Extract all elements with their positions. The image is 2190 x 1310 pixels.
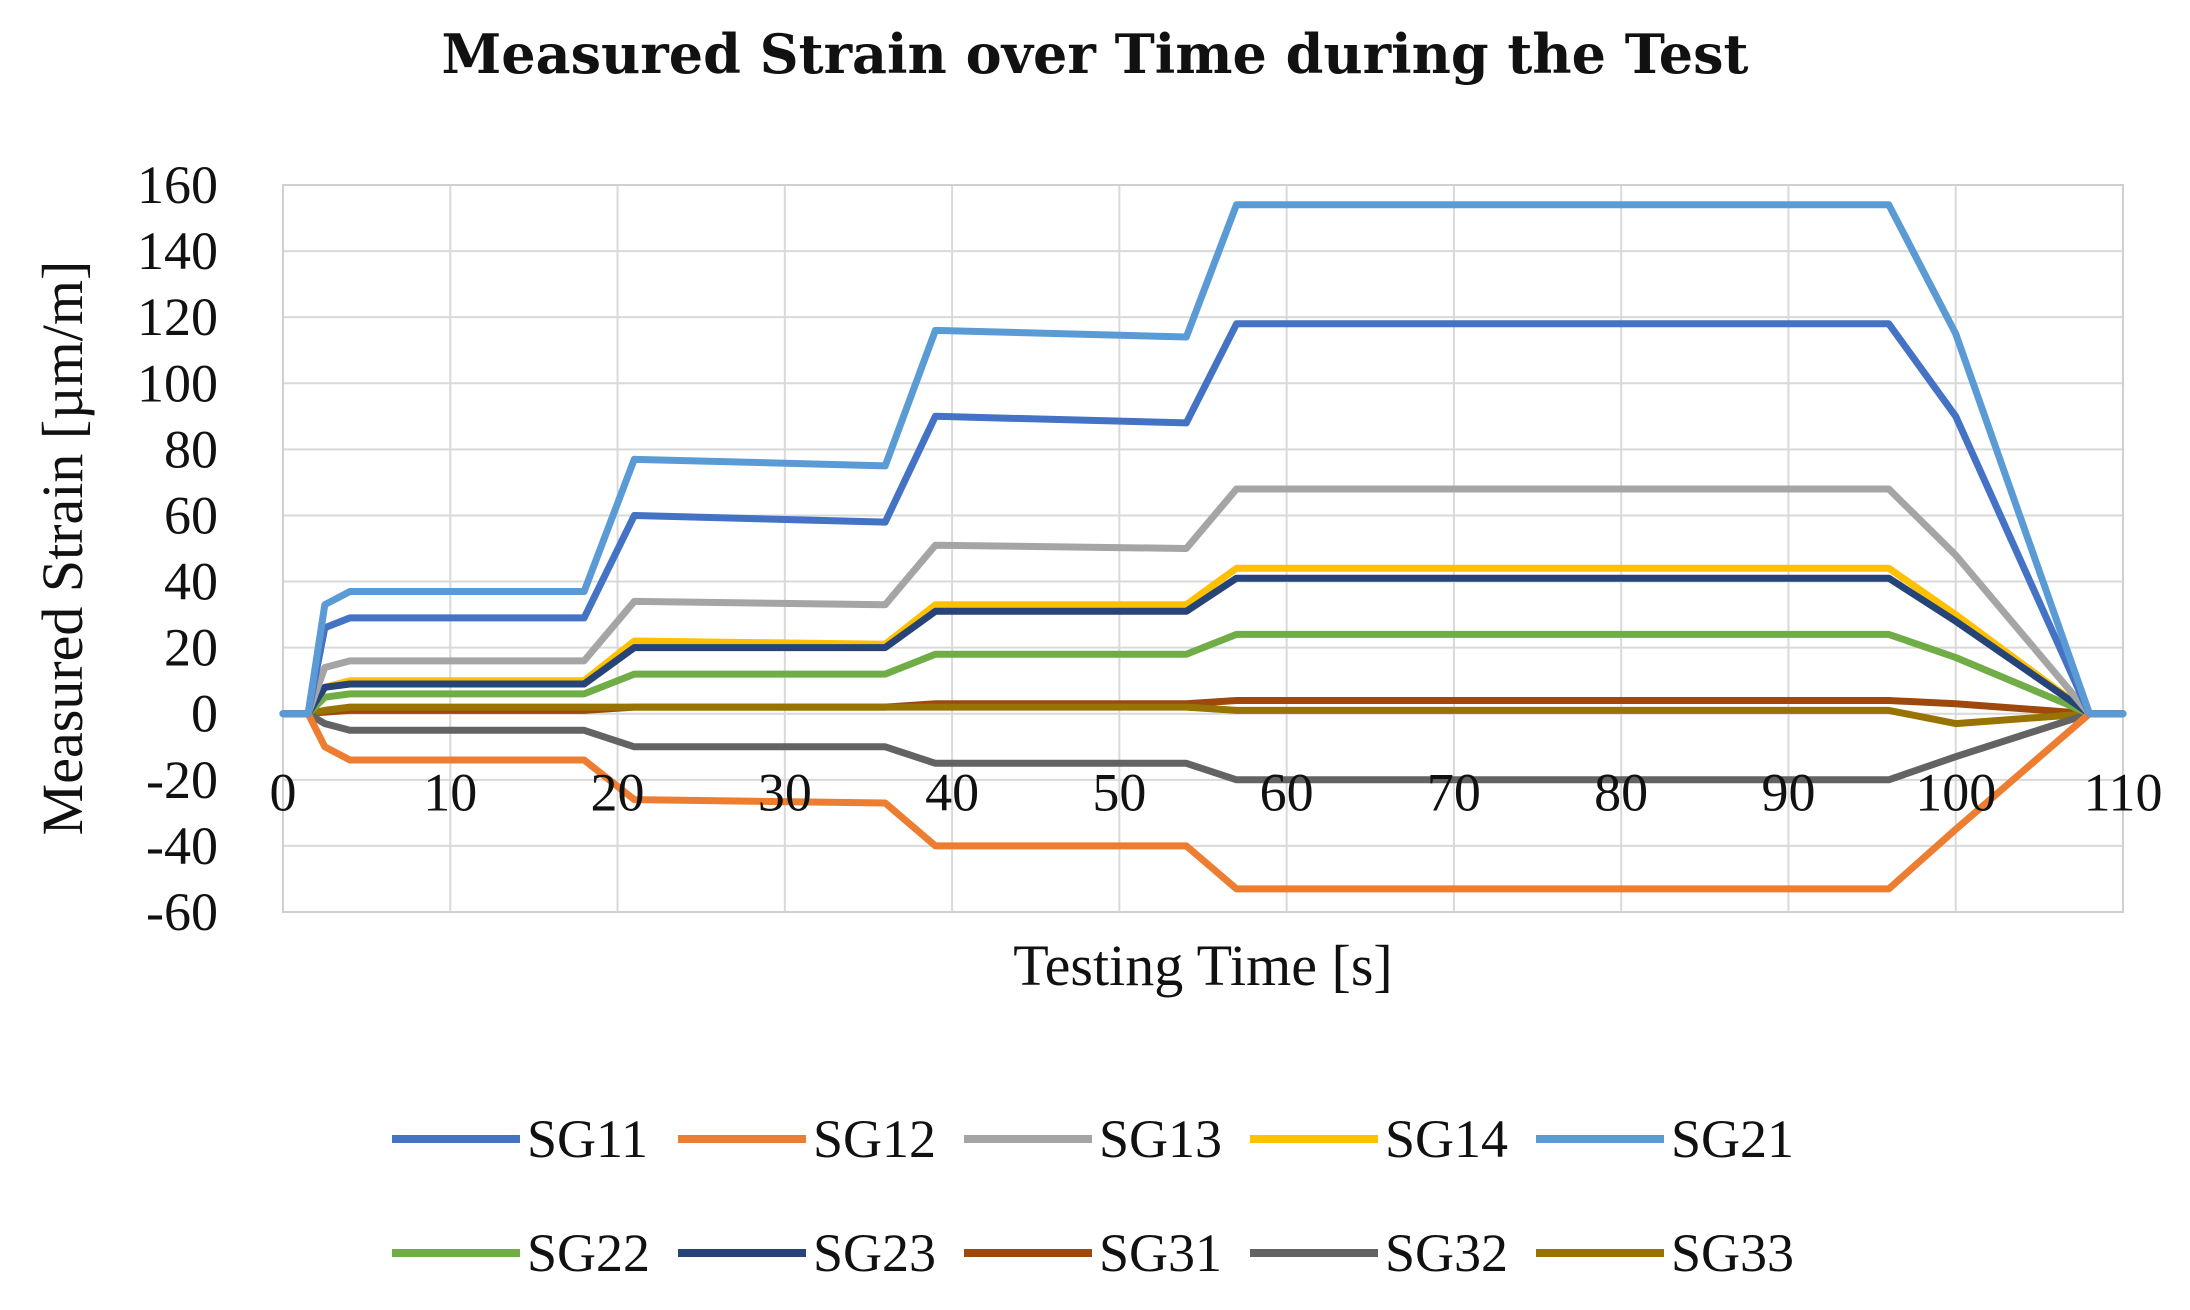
y-tick-label: 20 bbox=[164, 618, 218, 678]
legend-label-sg33: SG33 bbox=[1671, 1223, 1794, 1283]
x-tick-label: 40 bbox=[925, 763, 979, 823]
legend: SG11 SG12 SG13 SG14 SG21 SG22 SG23 SG31 SG32 SG33 bbox=[392, 1109, 1794, 1283]
y-tick-label: -20 bbox=[146, 750, 218, 810]
y-axis-title: Measured Strain [µm/m] bbox=[30, 261, 95, 836]
legend-label-sg14: SG14 bbox=[1385, 1109, 1508, 1169]
plot-area-border bbox=[282, 184, 2124, 913]
y-tick-label: 140 bbox=[137, 221, 218, 281]
series-lines bbox=[279, 201, 2127, 893]
legend-label-sg13: SG13 bbox=[1099, 1109, 1222, 1169]
legend-label-sg23: SG23 bbox=[813, 1223, 936, 1283]
y-tick-label: -40 bbox=[146, 816, 218, 876]
legend-label-sg21: SG21 bbox=[1671, 1109, 1794, 1169]
series-line-sg32 bbox=[279, 710, 2127, 784]
chart-title: Measured Strain over Time during the Tes… bbox=[441, 22, 1749, 86]
legend-label-sg22: SG22 bbox=[527, 1223, 650, 1283]
series-line-sg13 bbox=[279, 485, 2127, 718]
x-tick-label: 10 bbox=[423, 763, 477, 823]
x-tick-label: 110 bbox=[2084, 763, 2163, 823]
series-line-sg12 bbox=[279, 710, 2127, 893]
x-tick-label: 30 bbox=[758, 763, 812, 823]
x-tick-label: 20 bbox=[591, 763, 645, 823]
x-tick-label: 80 bbox=[1594, 763, 1648, 823]
series-line-sg11 bbox=[279, 320, 2127, 718]
y-tick-label: 160 bbox=[137, 155, 218, 215]
series-line-sg33 bbox=[279, 703, 2127, 728]
y-tick-label: 40 bbox=[164, 552, 218, 612]
series-line-sg21 bbox=[279, 201, 2127, 718]
x-tick-label: 70 bbox=[1427, 763, 1481, 823]
y-tick-label: -60 bbox=[146, 882, 218, 942]
y-tick-label: 80 bbox=[164, 419, 218, 479]
y-tick-label: 0 bbox=[191, 684, 218, 744]
legend-label-sg12: SG12 bbox=[813, 1109, 936, 1169]
legend-label-sg32: SG32 bbox=[1385, 1223, 1508, 1283]
x-tick-label: 100 bbox=[1915, 763, 1996, 823]
x-tick-label: 90 bbox=[1761, 763, 1815, 823]
series-line-sg23 bbox=[279, 574, 2127, 718]
legend-label-sg11: SG11 bbox=[527, 1109, 648, 1169]
x-tick-label: 0 bbox=[270, 763, 297, 823]
x-tick-label: 60 bbox=[1260, 763, 1314, 823]
x-tick-label: 50 bbox=[1092, 763, 1146, 823]
series-line-sg22 bbox=[279, 630, 2127, 718]
x-axis-title: Testing Time [s] bbox=[1013, 933, 1392, 998]
y-tick-label: 100 bbox=[137, 353, 218, 413]
y-tick-label: 120 bbox=[137, 287, 218, 347]
legend-label-sg31: SG31 bbox=[1099, 1223, 1222, 1283]
y-tick-label: 60 bbox=[164, 485, 218, 545]
